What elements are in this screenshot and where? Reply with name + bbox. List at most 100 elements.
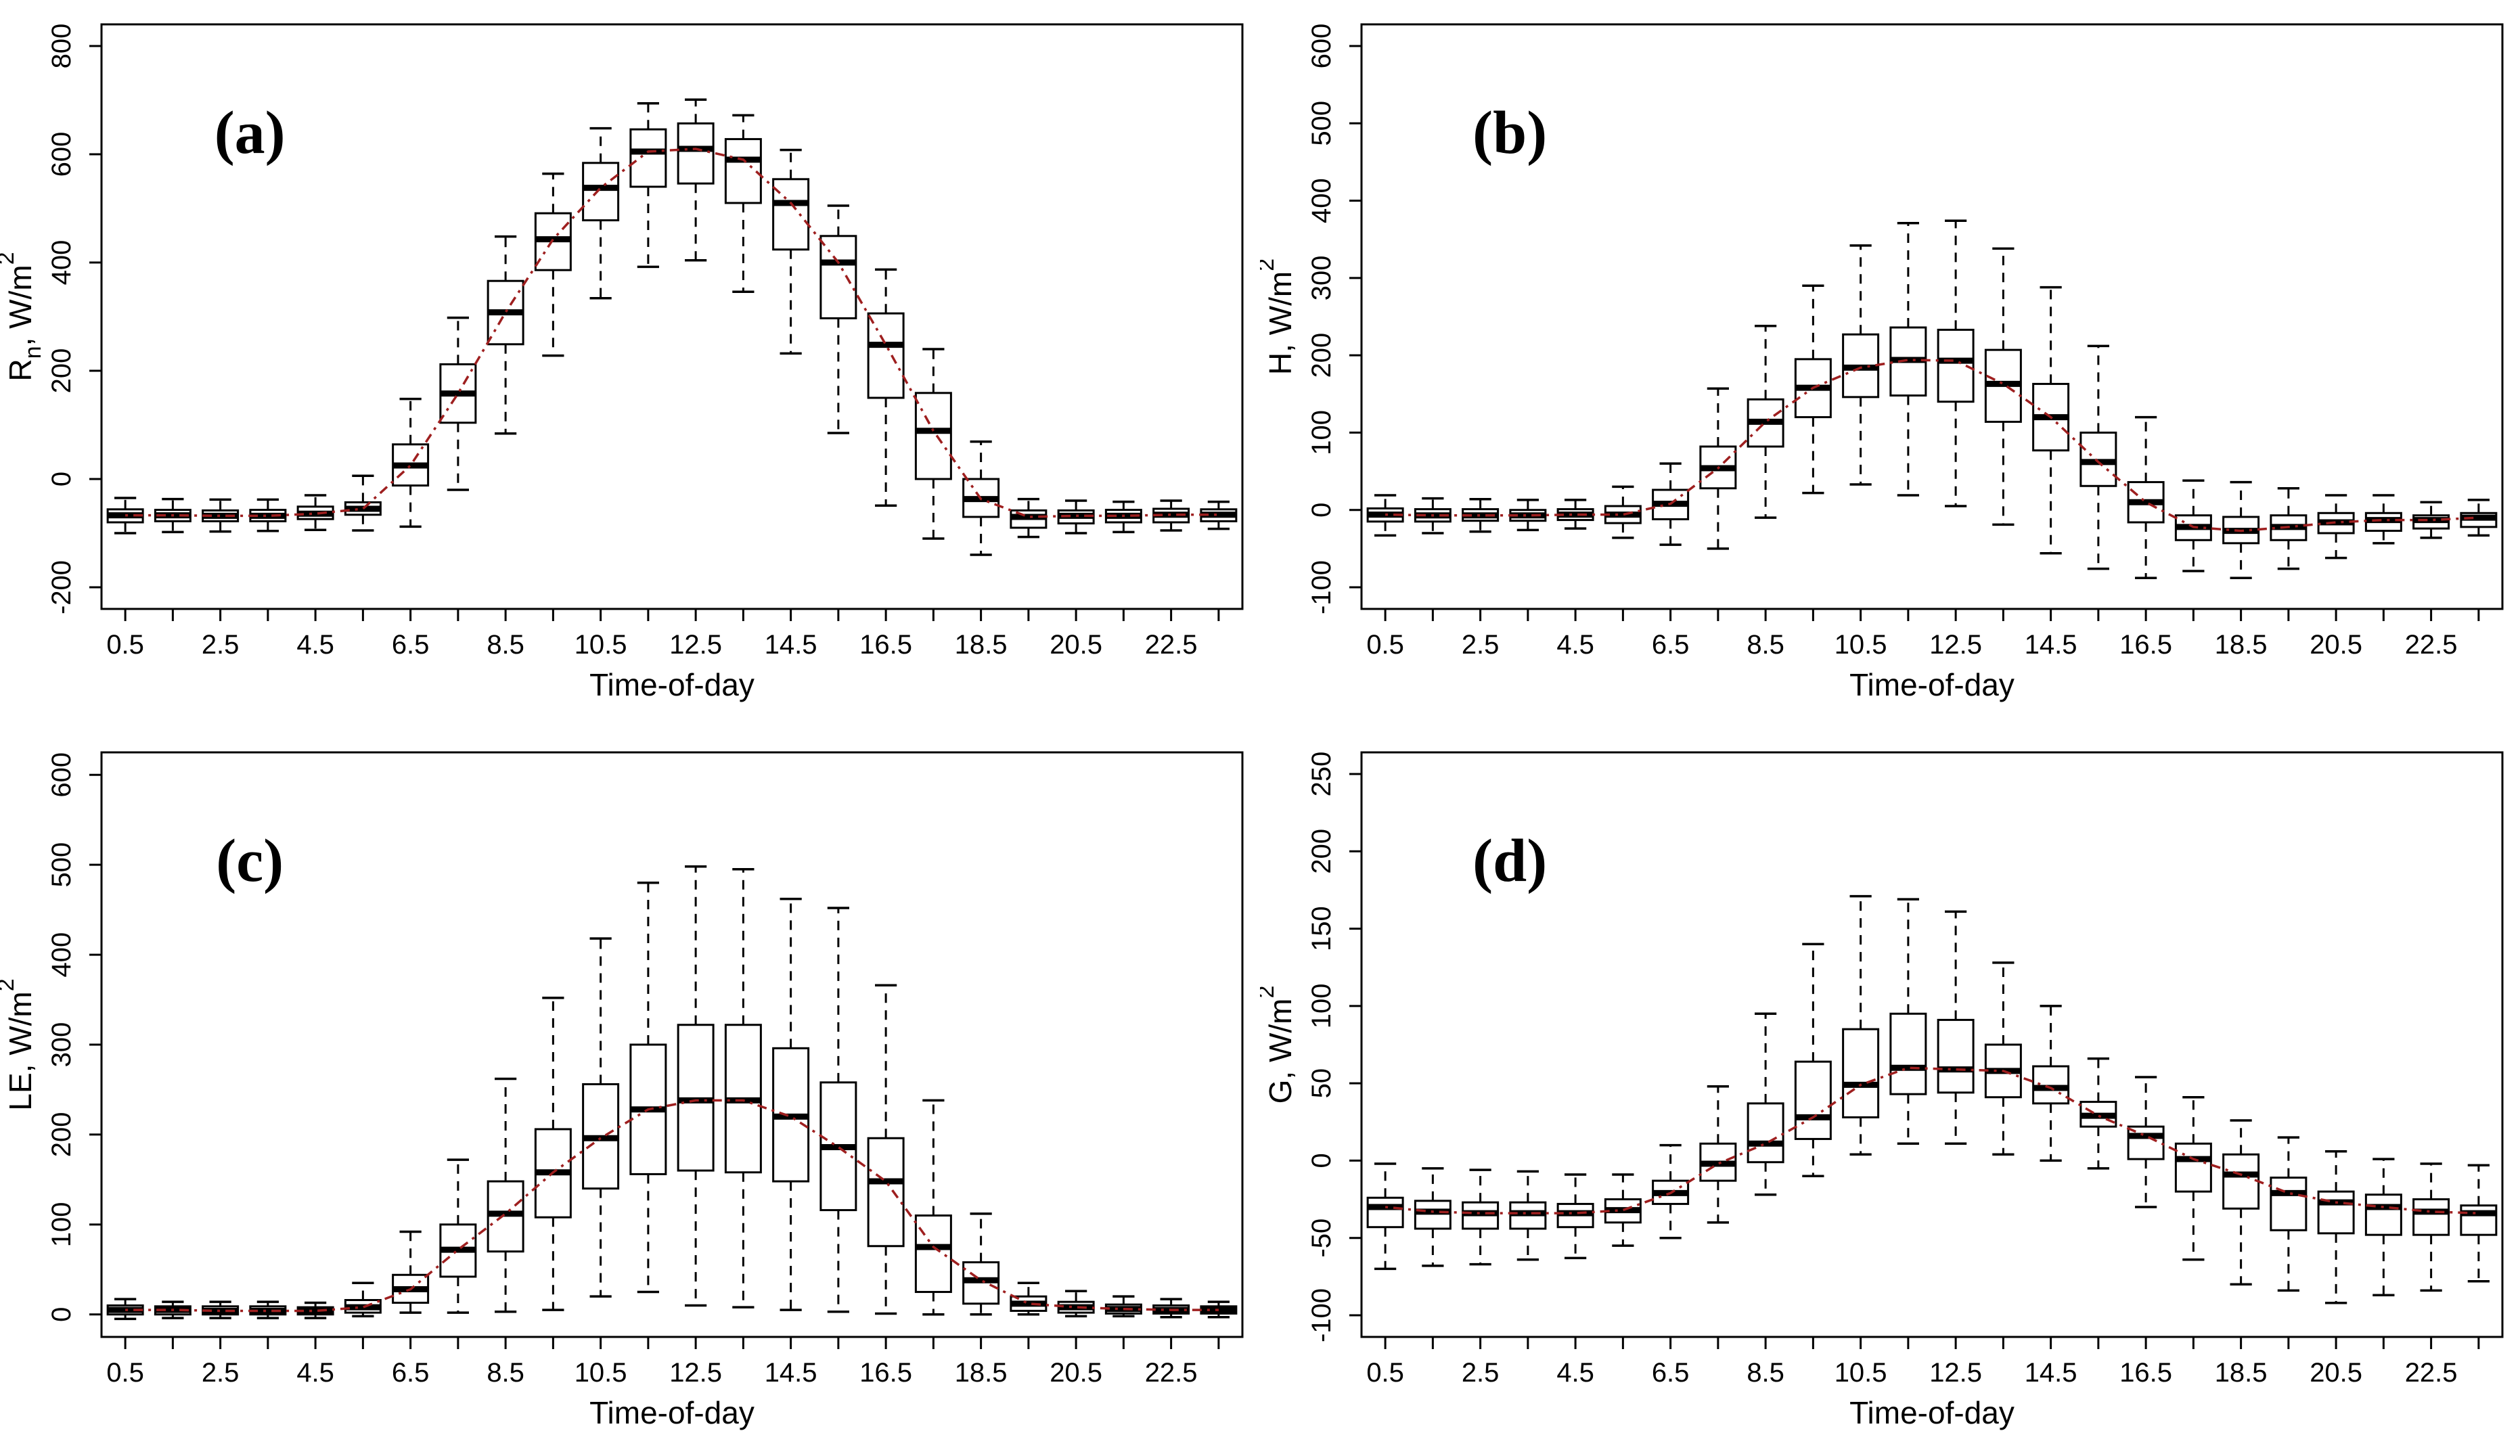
boxplot-group	[439, 1158, 477, 1314]
box	[1794, 1060, 1832, 1140]
x-axis-title: Time-of-day	[589, 1395, 755, 1430]
box	[2364, 1193, 2402, 1236]
boxplot-group	[2127, 1076, 2165, 1208]
boxplot-group	[819, 907, 857, 1313]
box	[1889, 1012, 1927, 1095]
boxplot-group	[2174, 1095, 2212, 1261]
y-tick-label: 300	[47, 1022, 76, 1068]
y-axis-title: LE, W/m2	[0, 978, 38, 1110]
x-tick-label: 8.5	[487, 630, 524, 660]
boxplot-group	[1794, 284, 1832, 495]
boxplot-group	[2317, 1150, 2355, 1304]
y-tick-label: 600	[1307, 24, 1336, 69]
boxplot-group	[1842, 894, 1880, 1156]
y-tick-label: -100	[1307, 560, 1336, 614]
x-tick-label: 10.5	[1835, 1358, 1887, 1388]
x-tick-label: 10.5	[1835, 630, 1887, 660]
boxplot-group	[2270, 1136, 2308, 1292]
boxplot-group	[819, 204, 857, 434]
x-tick-label: 12.5	[669, 1358, 722, 1388]
box	[914, 392, 952, 480]
x-tick-label: 16.5	[2119, 630, 2172, 660]
y-tick-label: 200	[1307, 829, 1336, 874]
y-tick-label: 200	[47, 1112, 76, 1158]
panel-label: (d)	[1472, 827, 1547, 894]
median-trend-line	[125, 147, 1219, 518]
x-tick-label: 10.5	[575, 1358, 627, 1388]
boxplot-group	[1366, 1162, 1404, 1271]
plot-border	[1360, 751, 2504, 1338]
y-tick-label: 200	[47, 348, 76, 394]
panel-label: (a)	[215, 99, 286, 166]
median-trend-line	[1385, 359, 2479, 532]
boxplot-group	[1462, 1168, 1500, 1266]
x-tick-label: 16.5	[859, 1358, 912, 1388]
boxplot-group	[677, 865, 715, 1307]
boxplot-group	[2079, 344, 2117, 570]
box	[1747, 1102, 1784, 1164]
x-tick-label: 22.5	[1145, 630, 1198, 660]
y-tick-label: 100	[1307, 983, 1336, 1028]
boxplot-group	[1747, 1012, 1784, 1196]
boxplot-group	[487, 1077, 524, 1313]
boxplot-group	[296, 494, 334, 531]
panel-c-chart: 0 100 200 300 400 500 600 0.5 2.5 4.5 6.5 8.5 10.5 12…	[0, 728, 1260, 1456]
boxplot-group	[1937, 219, 1975, 507]
boxplot-group	[1604, 1173, 1642, 1247]
boxplot-group	[1699, 1085, 1737, 1224]
y-tick-label: 100	[47, 1202, 76, 1247]
y-tick-label: 300	[1307, 255, 1336, 300]
y-tick-label: 200	[1307, 333, 1336, 378]
y-tick-label: 400	[47, 932, 76, 978]
x-tick-label: 8.5	[487, 1358, 524, 1388]
boxplot-group	[1652, 1143, 1690, 1239]
boxplot-group	[1104, 1295, 1142, 1318]
boxplot-group	[772, 148, 810, 355]
y-tick-label: 500	[1307, 101, 1336, 146]
box	[819, 235, 857, 319]
box	[2270, 1177, 2308, 1231]
x-tick-label: 14.5	[2025, 630, 2077, 660]
boxplot-group	[582, 127, 620, 300]
box	[867, 312, 905, 399]
boxplot-group	[1842, 244, 1880, 486]
y-tick-label: 50	[1307, 1068, 1336, 1099]
box	[2412, 1198, 2450, 1236]
box	[2222, 1153, 2260, 1210]
x-tick-label: 12.5	[669, 630, 722, 660]
y-tick-label: 0	[47, 472, 76, 486]
boxplot-group	[487, 235, 524, 435]
boxplot-group	[582, 937, 620, 1298]
boxplot-group	[962, 1212, 1000, 1316]
boxplot-group	[867, 268, 905, 507]
boxplot-group	[724, 114, 762, 293]
y-tick-label: 400	[47, 240, 76, 286]
boxplot-group	[2270, 486, 2308, 570]
boxplot-group	[2364, 1158, 2402, 1297]
boxplot-group	[344, 1281, 382, 1318]
y-axis-title: Rn, W/m2	[0, 252, 46, 381]
y-tick-label: 600	[47, 132, 76, 177]
x-tick-label: 18.5	[955, 1358, 1008, 1388]
boxplot-group	[534, 997, 572, 1311]
x-tick-label: 20.5	[2310, 630, 2362, 660]
boxplot-group	[1889, 221, 1927, 497]
x-tick-label: 8.5	[1747, 630, 1784, 660]
boxplot-group	[2412, 1162, 2450, 1292]
x-tick-label: 20.5	[1050, 630, 1102, 660]
y-tick-label: 0	[1307, 1153, 1336, 1168]
x-tick-label: 18.5	[2215, 630, 2268, 660]
x-axis-title: Time-of-day	[1849, 667, 2015, 702]
x-tick-label: 4.5	[296, 1358, 334, 1388]
boxplot-group	[677, 98, 715, 262]
y-tick-label: 400	[1307, 178, 1336, 223]
y-axis-title: G, W/m2	[1260, 986, 1298, 1104]
boxplot-group	[2317, 494, 2355, 560]
boxplot-group	[2079, 1057, 2117, 1170]
boxplot-group	[1152, 1298, 1190, 1319]
box	[772, 178, 810, 251]
boxplot-group	[392, 1230, 430, 1314]
x-tick-label: 14.5	[765, 630, 817, 660]
panel-label: (b)	[1472, 99, 1547, 166]
x-tick-label: 10.5	[575, 630, 627, 660]
